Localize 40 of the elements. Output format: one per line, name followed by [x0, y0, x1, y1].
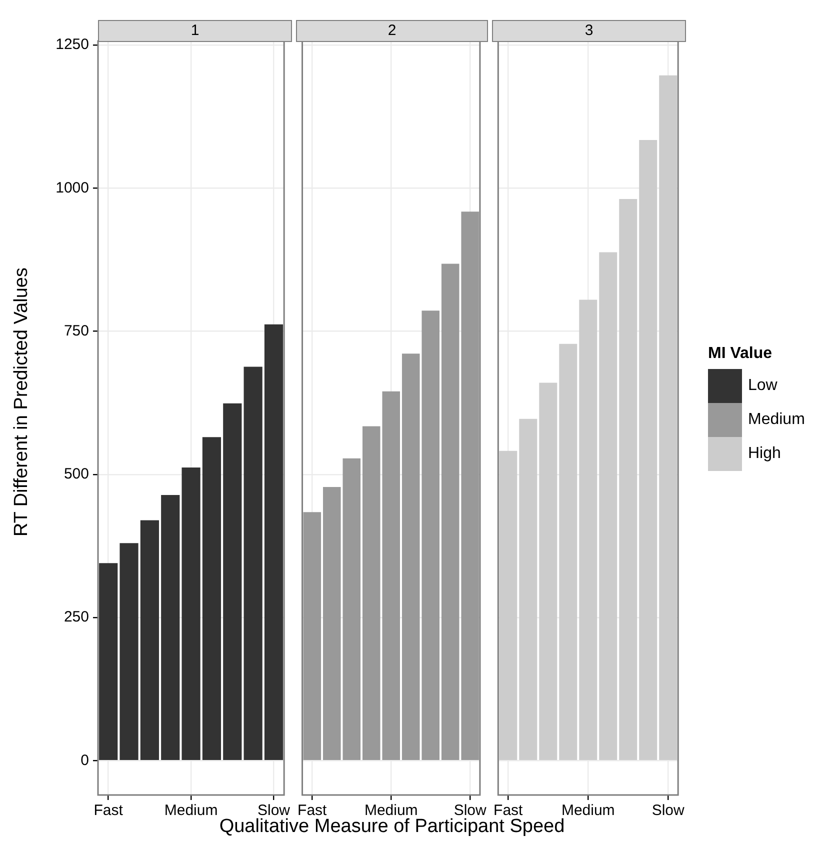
bar	[161, 495, 180, 760]
bar	[99, 563, 118, 760]
bar	[659, 75, 678, 760]
bar	[599, 252, 618, 760]
bar	[264, 324, 284, 760]
chart-title: 1	[98, 20, 292, 42]
y-tick-label: 500	[64, 466, 89, 483]
bar	[579, 300, 598, 760]
x-tick-label: Medium	[164, 802, 218, 820]
bar	[539, 382, 558, 760]
bar	[140, 520, 159, 760]
bar	[639, 140, 658, 760]
bar	[303, 512, 322, 760]
bar	[402, 354, 420, 760]
legend-label: High	[748, 445, 781, 463]
legend-title: MI Value	[708, 345, 774, 363]
x-tick-label: Fast	[94, 802, 124, 820]
chart-title: 3	[492, 20, 686, 42]
y-axis-title: RT Different in Predicted Values	[11, 268, 33, 536]
bar	[182, 468, 200, 760]
bar	[223, 403, 242, 760]
bar	[461, 212, 479, 760]
bar	[499, 450, 518, 760]
bar	[422, 310, 440, 760]
bar	[244, 366, 262, 760]
legend-label: Low	[748, 377, 778, 395]
bar	[519, 418, 538, 760]
y-tick-label: 1000	[56, 179, 89, 196]
y-tick-label: 750	[64, 322, 89, 340]
x-tick-label: Slow	[652, 802, 685, 820]
y-tick-label: 0	[80, 752, 89, 769]
chart-title: 2	[296, 20, 488, 42]
bar	[202, 437, 222, 760]
bar	[559, 344, 578, 760]
bar	[441, 264, 460, 760]
y-tick-label: 250	[64, 608, 89, 626]
y-tick-label: 1250	[56, 36, 89, 54]
bar	[120, 543, 138, 760]
legend-label: Medium	[748, 411, 805, 429]
bar	[619, 199, 638, 760]
